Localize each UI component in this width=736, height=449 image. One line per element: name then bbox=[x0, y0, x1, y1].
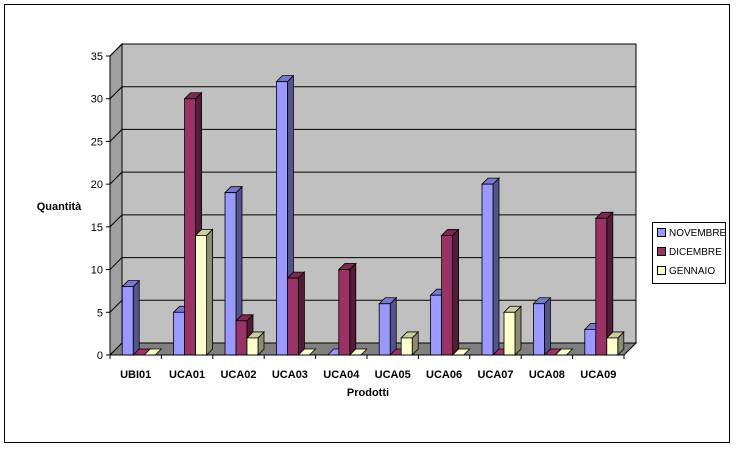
x-tick-label: UCA03 bbox=[272, 369, 308, 381]
x-axis-label: Prodotti bbox=[347, 387, 389, 399]
bar bbox=[286, 271, 306, 356]
y-axis-ticks: 0 5 10 15 20 25 30 35 bbox=[91, 51, 111, 362]
bars bbox=[121, 74, 625, 356]
legend: NOVEMBRE DICEMBRE GENNAIO bbox=[652, 222, 726, 284]
x-tick-label: UCA07 bbox=[477, 369, 513, 381]
y-tick-label: 0 bbox=[97, 350, 103, 362]
bar bbox=[121, 279, 141, 356]
x-tick-label: UBI01 bbox=[120, 369, 151, 381]
gridline bbox=[109, 257, 636, 270]
y-tick-label: 30 bbox=[91, 94, 103, 106]
gridline bbox=[109, 128, 636, 142]
bar bbox=[224, 185, 243, 356]
gridline bbox=[109, 86, 636, 100]
bar bbox=[440, 228, 460, 356]
bar bbox=[194, 228, 214, 356]
bar bbox=[605, 330, 625, 356]
legend-label-dicembre: DICEMBRE bbox=[669, 247, 722, 258]
y-tick-label: 10 bbox=[91, 265, 103, 277]
y-tick-label: 25 bbox=[91, 136, 103, 148]
legend-swatch-gennaio bbox=[657, 265, 666, 275]
side-wall bbox=[109, 42, 123, 357]
bar bbox=[594, 211, 614, 356]
x-tick-label: UCA08 bbox=[529, 369, 565, 381]
bar bbox=[532, 296, 552, 356]
legend-label-novembre: NOVEMBRE bbox=[669, 228, 727, 239]
legend-swatch-dicembre bbox=[657, 246, 666, 256]
bar bbox=[246, 330, 265, 356]
gridline bbox=[109, 171, 636, 185]
legend-item-dicembre: DICEMBRE bbox=[657, 246, 722, 259]
bar bbox=[481, 177, 500, 356]
legend-item-novembre: NOVEMBRE bbox=[657, 227, 727, 240]
bar bbox=[337, 262, 357, 356]
y-tick-label: 35 bbox=[91, 51, 103, 63]
y-tick-label: 5 bbox=[97, 307, 103, 319]
x-tick-label: UCA06 bbox=[426, 369, 462, 381]
x-tick-label: UCA09 bbox=[580, 369, 616, 381]
legend-swatch-novembre bbox=[657, 227, 666, 237]
x-axis-ticks: UBI01 UCA01 UCA02 UCA03 UCA04 UCA05 UCA06 UCA07… bbox=[109, 354, 625, 381]
y-tick-label: 20 bbox=[91, 179, 103, 191]
gridline bbox=[109, 214, 636, 228]
x-tick-label: UCA05 bbox=[375, 369, 411, 381]
x-tick-label: UCA01 bbox=[169, 369, 205, 381]
y-axis-label: Quantità bbox=[37, 201, 82, 213]
bar bbox=[503, 305, 522, 356]
gridline bbox=[109, 43, 636, 57]
bar bbox=[378, 296, 398, 356]
x-tick-label: UCA04 bbox=[323, 369, 360, 381]
legend-item-gennaio: GENNAIO bbox=[657, 265, 716, 278]
x-tick-label: UCA02 bbox=[220, 369, 256, 381]
y-tick-label: 15 bbox=[91, 222, 103, 234]
legend-label-gennaio: GENNAIO bbox=[669, 266, 716, 277]
bar bbox=[400, 330, 420, 356]
